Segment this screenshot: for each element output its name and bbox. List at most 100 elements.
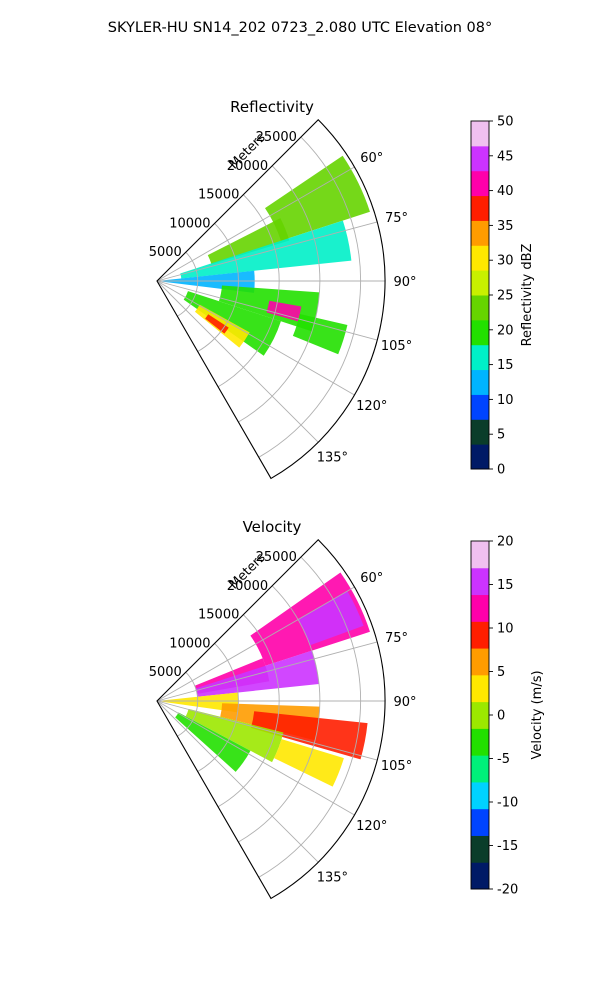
echo-region-5: [266, 300, 302, 322]
colorbar-swatch: [471, 444, 489, 470]
reflectivity-sector: 5000 10000 15000 20000 25000 60° 75° 90° 105° 120…: [149, 119, 417, 480]
echo-region-1: [207, 218, 290, 265]
colorbar-tick-label: -15: [497, 839, 518, 854]
reflectivity-panel: Reflectivity 5000 10000 15000 20000 25000 60°…: [149, 98, 535, 480]
colorbar-tick-label: -5: [497, 752, 510, 767]
colorbar-tick-label: 35: [497, 219, 514, 234]
echo-region-6: [292, 313, 348, 355]
velocity-colorbar-label: Velocity (m/s): [530, 670, 545, 759]
azimuth-gridline: [156, 221, 378, 282]
colorbar-tick-label: 25: [497, 289, 514, 304]
azimuth-tick-label: 75°: [385, 211, 408, 226]
reflectivity-title: Reflectivity: [230, 98, 314, 116]
azimuth-gridline: [156, 280, 378, 341]
colorbar-swatch: [471, 674, 489, 703]
colorbar-tick-label: 30: [497, 254, 514, 269]
azimuth-tick-label: 90°: [393, 695, 416, 710]
range-tick-label: 10000: [169, 216, 210, 231]
azimuth-gridline: [156, 700, 355, 816]
azimuth-gridline: [156, 586, 355, 702]
range-ring: [258, 556, 361, 878]
range-tick-label: 15000: [198, 188, 239, 203]
azimuth-gridline: [156, 641, 378, 702]
azimuth-gridline: [156, 280, 319, 443]
velocity-sector: 5000 10000 15000 20000 25000 60° 75° 90° 105° 120…: [149, 539, 417, 900]
colorbar-tick-label: 20: [497, 323, 514, 338]
colorbar-swatch: [471, 541, 489, 569]
colorbar-swatch: [471, 567, 489, 596]
range-tick-label: 20000: [227, 159, 268, 174]
range-tick-label: 15000: [198, 608, 239, 623]
colorbar-swatch: [471, 621, 489, 649]
azimuth-tick-label: 135°: [317, 870, 348, 885]
colorbar-swatch: [471, 319, 489, 346]
colorbar-tick-label: -20: [497, 883, 518, 898]
colorbar-swatch: [471, 344, 489, 371]
range-ring: [197, 223, 239, 352]
colorbar-tick-label: 15: [497, 578, 514, 593]
colorbar-tick-label: 20: [497, 535, 514, 550]
colorbar-swatch: [471, 701, 489, 729]
colorbar-swatch: [471, 648, 489, 676]
range-tick-label: 5000: [149, 665, 182, 680]
colorbar-tick-label: 0: [497, 709, 505, 724]
azimuth-tick-label: 120°: [356, 399, 387, 414]
colorbar-swatch: [471, 755, 489, 783]
colorbar-swatch: [471, 270, 489, 296]
range-tick-label: 20000: [227, 579, 268, 594]
colorbar-swatch: [471, 835, 489, 863]
reflectivity-colorbar-label: Reflectivity dBZ: [520, 244, 535, 347]
colorbar-swatch: [471, 245, 489, 271]
range-tick-label: 25000: [256, 130, 297, 145]
azimuth-tick-label: 60°: [360, 151, 383, 166]
echo-region-2: [180, 220, 352, 279]
range-ring: [197, 643, 239, 772]
colorbar-swatch: [471, 121, 489, 147]
colorbar-tick-label: 40: [497, 184, 514, 199]
colorbar-swatch: [471, 781, 489, 810]
colorbar-swatch: [471, 419, 489, 445]
azimuth-tick-label: 105°: [381, 339, 412, 354]
sector-outline: [156, 539, 386, 900]
sector-outline: [156, 119, 386, 480]
colorbar-swatch: [471, 808, 489, 836]
azimuth-tick-label: 75°: [385, 631, 408, 646]
range-ring: [258, 136, 361, 458]
colorbar-tick-label: 10: [497, 393, 514, 408]
colorbar-swatch: [471, 145, 489, 172]
colorbar-tick-label: 10: [497, 622, 514, 637]
echo-region-7: [185, 708, 284, 763]
colorbar-tick-label: -10: [497, 796, 518, 811]
velocity-panel: Velocity 5000 10000 15000 20000 25000 60° 75° 9…: [149, 518, 545, 900]
colorbar-swatch: [471, 195, 489, 221]
colorbar-swatch: [471, 295, 489, 321]
azimuth-tick-label: 105°: [381, 759, 412, 774]
colorbar-swatch: [471, 220, 489, 246]
reflectivity-colorbar: 0 5 10 15 20 25 30 35 40 45 50: [470, 115, 514, 478]
echo-region-9: [274, 739, 344, 787]
colorbar-tick-label: 5: [497, 665, 505, 680]
echo-region-0: [265, 155, 370, 241]
figure-title: SKYLER-HU SN14_202 0723_2.080 UTC Elevat…: [108, 20, 492, 36]
colorbar-tick-label: 50: [497, 115, 514, 130]
azimuth-tick-label: 135°: [317, 450, 348, 465]
range-tick-label: 10000: [169, 636, 210, 651]
azimuth-gridline: [156, 166, 355, 282]
colorbar-tick-label: 5: [497, 428, 505, 443]
azimuth-tick-label: 60°: [360, 571, 383, 586]
colorbar-tick-label: 0: [497, 463, 505, 478]
azimuth-tick-label: 90°: [393, 275, 416, 290]
range-ring: [217, 194, 280, 388]
colorbar-swatch: [471, 170, 489, 197]
azimuth-gridline: [156, 700, 319, 863]
echo-region-8: [175, 712, 251, 772]
colorbar-swatch: [471, 862, 489, 890]
colorbar-swatch: [471, 594, 489, 622]
azimuth-gridline: [156, 280, 355, 396]
azimuth-tick-label: 120°: [356, 819, 387, 834]
colorbar-swatch: [471, 728, 489, 756]
range-tick-label: 5000: [149, 245, 182, 260]
echo-region-6: [250, 711, 368, 760]
colorbar-swatch: [471, 394, 489, 420]
